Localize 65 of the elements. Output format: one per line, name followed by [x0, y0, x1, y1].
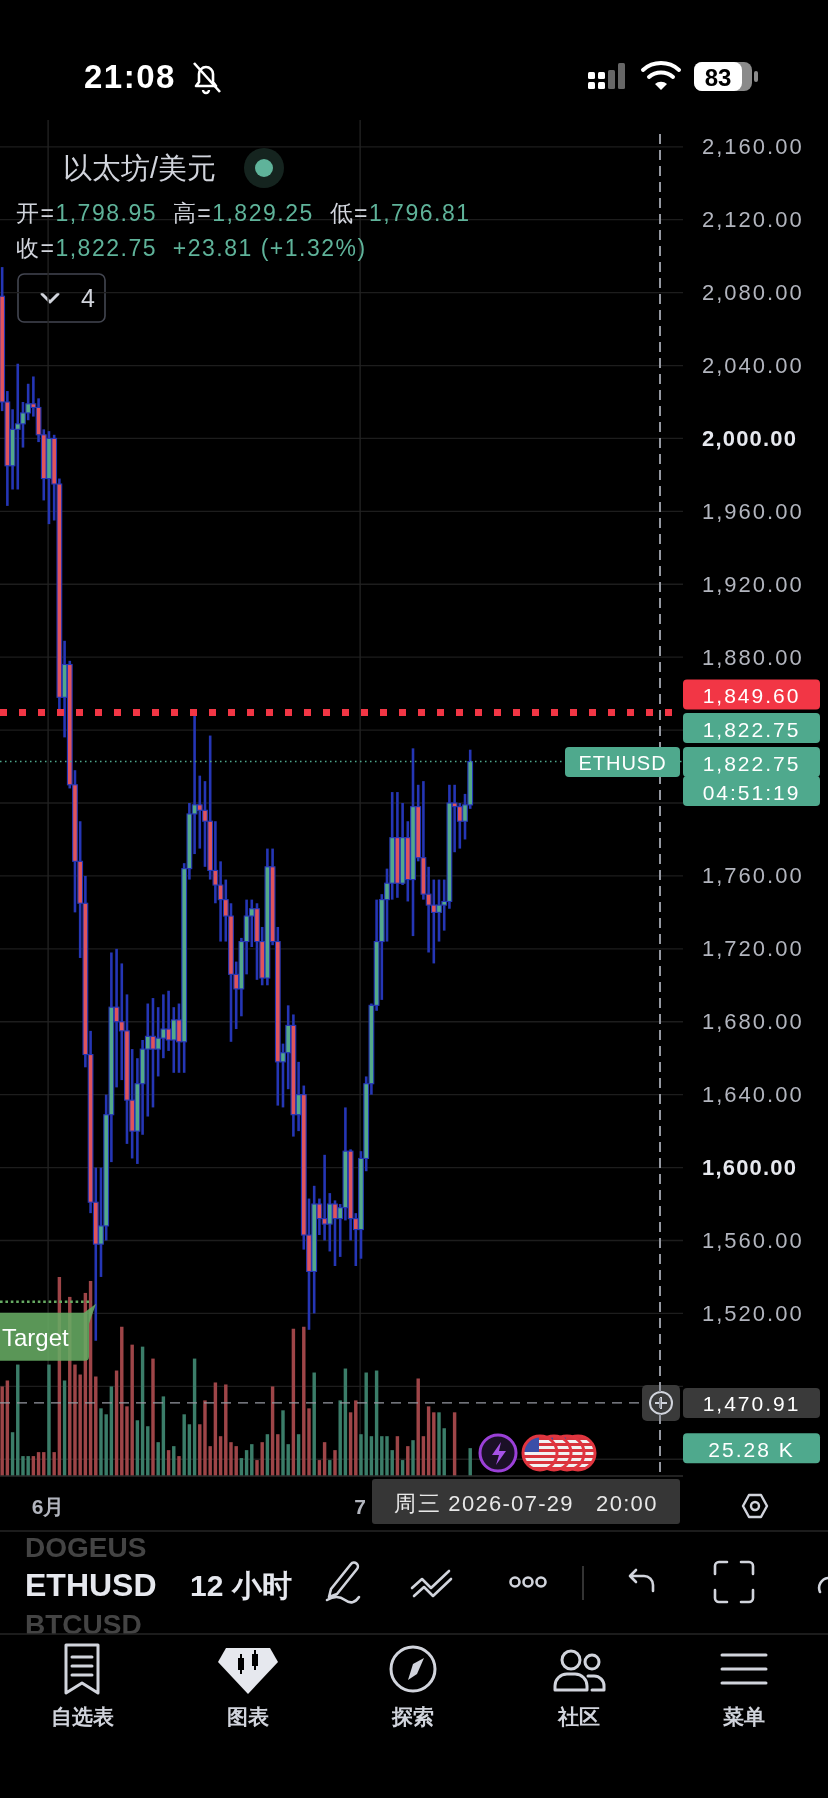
y-tick-label: 2,080.00 [702, 280, 804, 306]
bar [182, 1414, 186, 1476]
y-tick-label: 2,040.00 [702, 353, 804, 379]
text: 21:08 [84, 57, 176, 95]
y-tick-label: 1,640.00 [702, 1082, 804, 1108]
x-tick-label: 7 [354, 1494, 366, 1518]
bar [156, 1442, 160, 1476]
ref-line-label: 1,822.75 [683, 747, 820, 778]
ref-line-label: 1,470.91 [683, 1387, 820, 1418]
y-tick-label: 2,120.00 [702, 207, 804, 233]
ref-line-label: Target [2, 1324, 70, 1352]
bar [151, 1358, 155, 1476]
text: ETHUSD [25, 1567, 157, 1603]
y-tick-label: 1,520.00 [702, 1300, 804, 1326]
bar [333, 1450, 337, 1476]
bar [177, 1456, 181, 1476]
ref-line: Target [0, 1300, 96, 1361]
bar [276, 1434, 280, 1476]
text: 社区 [557, 1704, 600, 1728]
bar [416, 1378, 420, 1476]
y-tick-label: 1,600.00 [702, 1155, 798, 1181]
bar [52, 1452, 56, 1476]
ref-line-label: 周三 2026-07-29 20:00 [394, 1490, 658, 1516]
y-tick-label: 1,920.00 [702, 571, 804, 597]
text: 自选表 [50, 1704, 114, 1728]
bar [312, 1372, 316, 1476]
countdown-label: 04:51:19 [683, 776, 820, 807]
price-label: 1,822.75 [683, 713, 820, 744]
bar [406, 1446, 410, 1476]
text: BTCUSD [25, 1608, 142, 1640]
text: 12 小时 [190, 1568, 292, 1602]
y-tick-label: 1,680.00 [702, 1009, 804, 1035]
text: 图表 [227, 1704, 269, 1728]
y-tick-label: 1,560.00 [702, 1227, 804, 1253]
annotation: 收=1,822.75 +23.81 (+1.32%) [16, 235, 367, 261]
y-tick-label: 1,720.00 [702, 936, 804, 962]
ref-line-label: 1,849.60 [683, 679, 820, 710]
y-tick-label: 1,880.00 [702, 644, 804, 670]
text: 83 [704, 63, 732, 91]
bar [0, 1386, 4, 1476]
text: 以太坊/美元 [63, 152, 217, 184]
bar [468, 1448, 472, 1476]
bar [354, 1400, 358, 1476]
ref-line-label: 1,849.60 [702, 684, 801, 708]
text: DOGEUS [25, 1531, 147, 1563]
bar [47, 1364, 51, 1476]
annotation: 4 [81, 284, 96, 312]
bar [338, 1400, 342, 1476]
y-tick-label: 2,000.00 [702, 425, 798, 451]
x-tick-label: 6月 [31, 1494, 65, 1518]
bar [432, 1412, 436, 1476]
text: 探索 [391, 1704, 434, 1728]
bar [411, 1440, 415, 1476]
annotation: ETHUSD [578, 752, 667, 775]
annotation: 开=1,798.95 高=1,829.25 低=1,796.81 [16, 200, 471, 226]
ref-line-label: 1,822.75 [702, 751, 801, 775]
y-tick-label: 2,160.00 [702, 134, 804, 160]
symbol-tag: ETHUSD [565, 747, 680, 778]
y-tick-label: 1,960.00 [702, 498, 804, 524]
volume-label: 25.28 K [683, 1433, 820, 1464]
y-tick-label: 1,760.00 [702, 863, 804, 889]
ref-line-label: 1,470.91 [702, 1392, 801, 1416]
bar [328, 1460, 332, 1476]
text: 菜单 [722, 1704, 765, 1728]
bar [250, 1444, 254, 1476]
